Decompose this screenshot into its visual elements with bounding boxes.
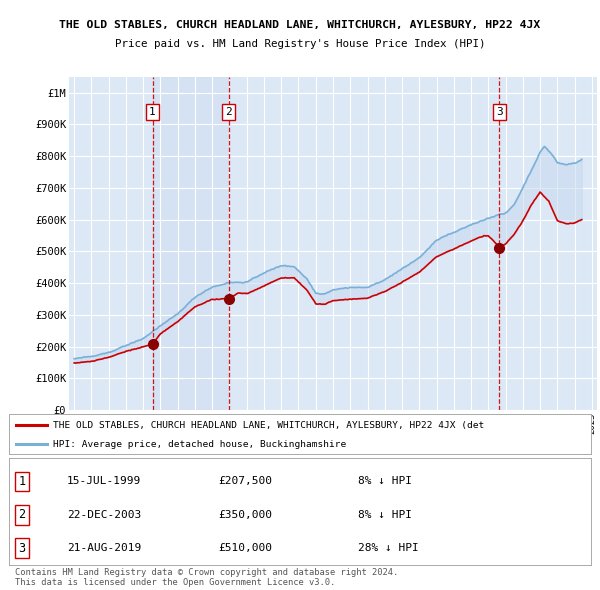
Text: 15-JUL-1999: 15-JUL-1999 bbox=[67, 477, 142, 487]
Text: 22-DEC-2003: 22-DEC-2003 bbox=[67, 510, 142, 520]
Text: 1: 1 bbox=[18, 475, 25, 488]
Text: 2: 2 bbox=[226, 107, 232, 117]
Text: 8% ↓ HPI: 8% ↓ HPI bbox=[358, 477, 412, 487]
Text: £510,000: £510,000 bbox=[218, 543, 272, 553]
Text: 8% ↓ HPI: 8% ↓ HPI bbox=[358, 510, 412, 520]
Text: THE OLD STABLES, CHURCH HEADLAND LANE, WHITCHURCH, AYLESBURY, HP22 4JX (det: THE OLD STABLES, CHURCH HEADLAND LANE, W… bbox=[53, 421, 484, 430]
Text: Price paid vs. HM Land Registry's House Price Index (HPI): Price paid vs. HM Land Registry's House … bbox=[115, 39, 485, 48]
Text: HPI: Average price, detached house, Buckinghamshire: HPI: Average price, detached house, Buck… bbox=[53, 440, 346, 449]
Bar bbox=[152, 77, 229, 410]
Text: £207,500: £207,500 bbox=[218, 477, 272, 487]
Text: 3: 3 bbox=[496, 107, 503, 117]
Text: 2: 2 bbox=[18, 508, 25, 521]
Text: 3: 3 bbox=[18, 542, 25, 555]
Text: 1: 1 bbox=[149, 107, 156, 117]
Text: £350,000: £350,000 bbox=[218, 510, 272, 520]
Text: This data is licensed under the Open Government Licence v3.0.: This data is licensed under the Open Gov… bbox=[15, 578, 335, 587]
Text: 28% ↓ HPI: 28% ↓ HPI bbox=[358, 543, 419, 553]
Text: THE OLD STABLES, CHURCH HEADLAND LANE, WHITCHURCH, AYLESBURY, HP22 4JX: THE OLD STABLES, CHURCH HEADLAND LANE, W… bbox=[59, 20, 541, 30]
Text: 21-AUG-2019: 21-AUG-2019 bbox=[67, 543, 142, 553]
Text: Contains HM Land Registry data © Crown copyright and database right 2024.: Contains HM Land Registry data © Crown c… bbox=[15, 568, 398, 576]
